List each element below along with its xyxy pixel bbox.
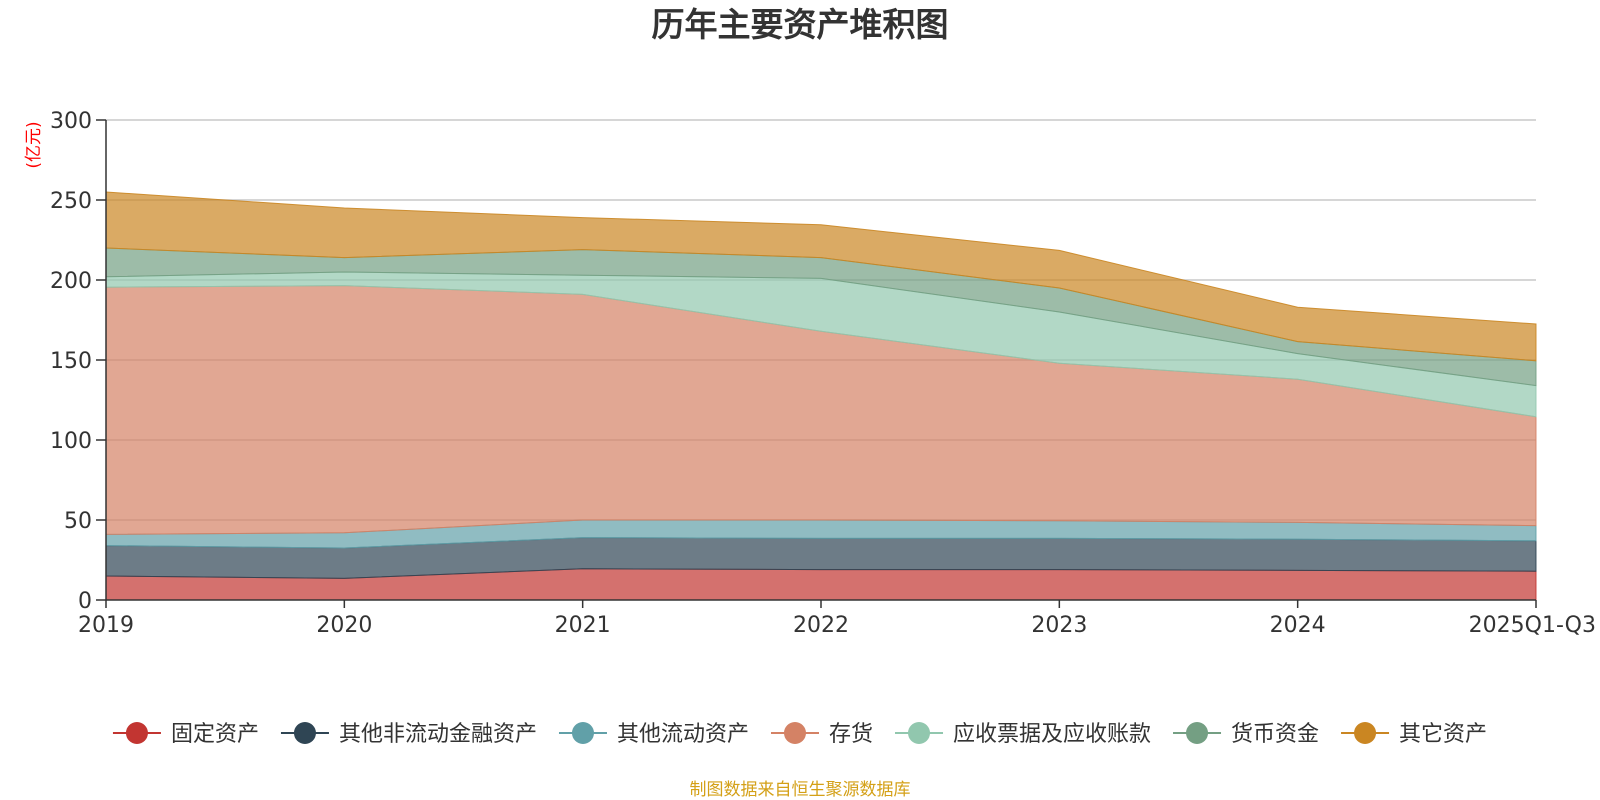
legend-marker: [293, 722, 316, 744]
legend-item-5[interactable]: 应收票据及应收账款: [895, 722, 1151, 747]
area-series-7: [105, 191, 1537, 362]
x-tick-label: 2019: [78, 613, 134, 638]
y-tick-label: 50: [64, 509, 92, 534]
legend-item-1[interactable]: 固定资产: [112, 722, 259, 747]
legend-label: 其他流动资产: [617, 722, 749, 747]
source-note: 制图数据来自恒生聚源数据库: [690, 780, 911, 800]
legend-item-7[interactable]: 其它资产: [1341, 722, 1487, 747]
x-tick-label: 2024: [1270, 613, 1326, 638]
y-tick-label: 150: [50, 349, 92, 374]
axes: [96, 119, 1537, 608]
legend-marker: [571, 722, 594, 744]
y-tick-label: 200: [50, 269, 92, 294]
legend-marker: [1354, 722, 1377, 744]
legend-marker: [125, 722, 148, 744]
chart-title: 历年主要资产堆积图: [652, 5, 949, 44]
y-axis-unit: (亿元): [24, 121, 44, 168]
x-tick-label: 2021: [555, 613, 611, 638]
y-tick-label: 250: [50, 189, 92, 214]
legend-marker: [1186, 722, 1209, 744]
legend-marker: [908, 722, 931, 744]
legend-label: 存货: [829, 722, 873, 747]
legend-item-2[interactable]: 其他非流动金融资产: [280, 722, 537, 747]
legend-item-4[interactable]: 存货: [770, 722, 873, 747]
x-tick-label: 2022: [793, 613, 849, 638]
legend: 固定资产 其他非流动金融资产 其他流动资产 存货 应收票据及应收账款 货币资金 其它资产: [112, 722, 1487, 747]
tick-labels: 0 50 100 150 200 250 300 2019 2020 2021 2022 2023 20…: [50, 109, 1596, 638]
y-tick-label: 300: [50, 109, 92, 134]
legend-marker: [783, 722, 806, 744]
legend-label: 其他非流动金融资产: [339, 722, 537, 747]
y-tick-label: 0: [78, 589, 92, 614]
legend-item-6[interactable]: 货币资金: [1173, 722, 1319, 747]
legend-label: 其它资产: [1399, 722, 1487, 747]
x-tick-label: 2025Q1-Q3: [1469, 613, 1596, 638]
x-tick-label: 2023: [1031, 613, 1087, 638]
legend-label: 货币资金: [1231, 722, 1319, 747]
y-tick-label: 100: [50, 429, 92, 454]
legend-item-3[interactable]: 其他流动资产: [558, 722, 749, 747]
x-tick-label: 2020: [316, 613, 372, 638]
area-series-layer: [105, 191, 1537, 601]
legend-label: 应收票据及应收账款: [953, 722, 1151, 747]
legend-label: 固定资产: [171, 722, 259, 747]
